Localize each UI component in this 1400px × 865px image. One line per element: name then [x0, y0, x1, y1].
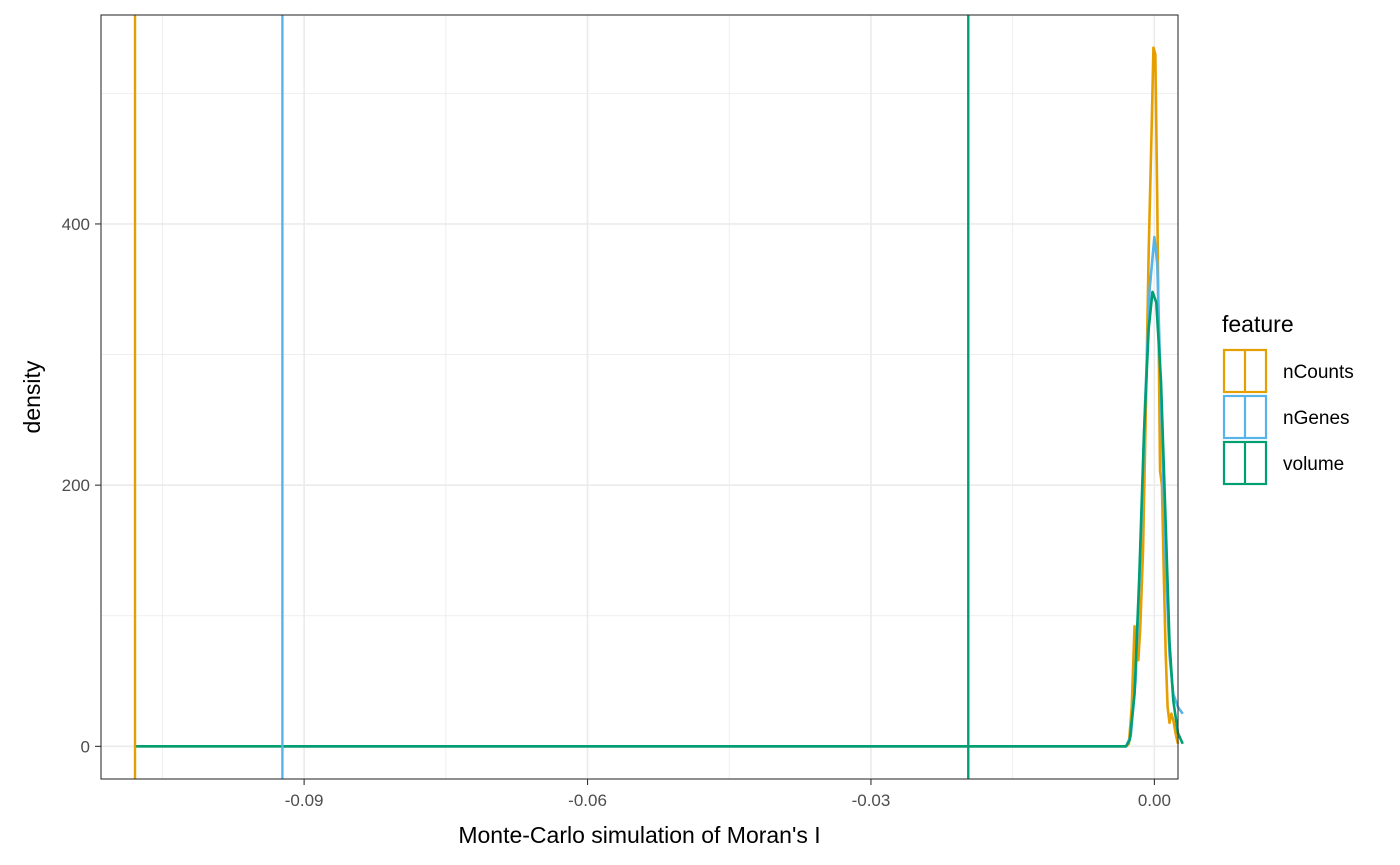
y-axis-title: density [19, 360, 45, 433]
legend-key-nGenes [1222, 394, 1268, 440]
legend-label-nCounts: nCounts [1283, 362, 1354, 383]
x-axis-title: Monte-Carlo simulation of Moran's I [458, 822, 820, 848]
series-layer [135, 46, 1184, 748]
x-tick-label: -0.09 [285, 791, 324, 810]
legend-key-volume [1222, 440, 1268, 486]
density-line-nCounts [135, 46, 1180, 748]
legend-label-nGenes: nGenes [1283, 408, 1350, 429]
y-axis: 0 200 400 [62, 215, 101, 756]
panel-border [100, 14, 1179, 780]
x-tick-label: -0.06 [568, 791, 607, 810]
y-tick-label: 0 [81, 737, 90, 756]
plot-area [100, 14, 1184, 780]
density-line-volume [135, 290, 1184, 748]
grid-minor [101, 15, 1178, 779]
legend-key-nCounts [1222, 348, 1268, 394]
y-tick-label: 200 [62, 476, 90, 495]
x-axis: -0.09 -0.06 -0.03 0.00 [285, 779, 1171, 810]
y-tick-label: 400 [62, 215, 90, 234]
legend: feature nCounts nGenes volume [1222, 311, 1354, 486]
x-tick-label: 0.00 [1138, 791, 1171, 810]
x-tick-label: -0.03 [852, 791, 891, 810]
legend-title: feature [1222, 311, 1294, 337]
legend-label-volume: volume [1283, 454, 1344, 475]
panel-background [101, 15, 1178, 779]
observed-lines [133, 15, 970, 779]
